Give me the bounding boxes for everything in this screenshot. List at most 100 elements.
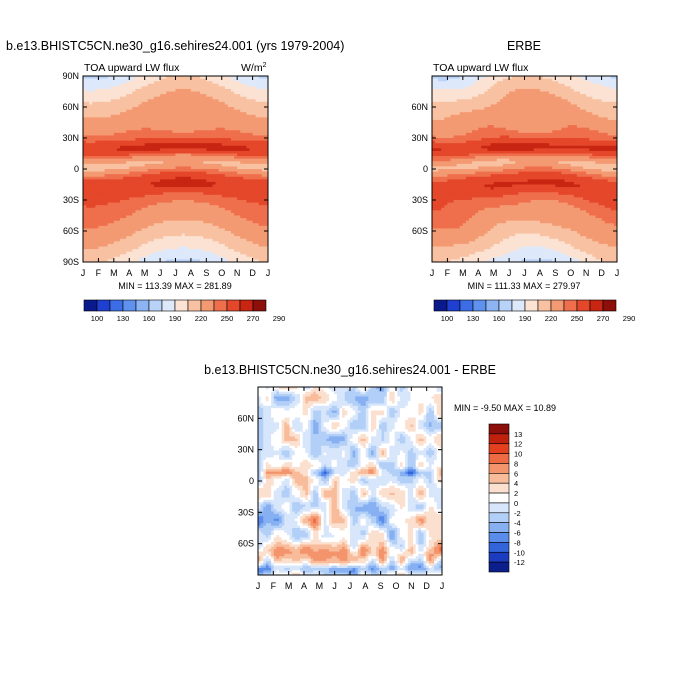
heatmap-cell xyxy=(110,96,115,100)
heatmap-cell xyxy=(237,171,241,175)
heatmap-cell xyxy=(240,197,244,201)
heatmap-cell xyxy=(144,112,149,116)
heatmap-cell xyxy=(92,112,96,116)
heatmap-cell xyxy=(83,174,87,178)
heatmap-cell xyxy=(249,76,253,79)
heatmap-cell xyxy=(160,187,164,191)
heatmap-cell xyxy=(190,76,195,79)
heatmap-cell xyxy=(147,156,152,160)
heatmap-cell xyxy=(135,225,139,229)
colorbar-box xyxy=(135,299,150,312)
heatmap-cell xyxy=(144,119,149,123)
heatmap-cell xyxy=(249,251,253,255)
heatmap-cell xyxy=(98,256,102,260)
heatmap-cell xyxy=(224,101,229,105)
heatmap-cell xyxy=(147,181,152,185)
heatmap-cell xyxy=(172,233,176,237)
heatmap-cell xyxy=(153,210,158,214)
heatmap-cell xyxy=(438,99,442,103)
heatmap-cell xyxy=(107,254,112,258)
heatmap-cell xyxy=(172,101,176,105)
heatmap-cell xyxy=(178,231,183,234)
heatmap-cell xyxy=(255,254,260,258)
heatmap-cell xyxy=(120,127,124,131)
heatmap-cell xyxy=(123,223,127,227)
heatmap-cell xyxy=(132,215,136,219)
heatmap-cell xyxy=(447,179,451,183)
heatmap-cell xyxy=(101,143,105,147)
heatmap-cell xyxy=(141,218,146,222)
heatmap-cell xyxy=(246,220,250,224)
heatmap-cell xyxy=(144,241,149,245)
heatmap-cell xyxy=(252,184,257,188)
heatmap-cell xyxy=(184,218,189,222)
heatmap-cell xyxy=(252,148,257,152)
heatmap-cell xyxy=(181,246,186,250)
heatmap-cell xyxy=(144,78,149,82)
heatmap-cell xyxy=(83,192,87,196)
heatmap-cell xyxy=(190,156,195,160)
heatmap-cell xyxy=(206,238,210,242)
heatmap-cell xyxy=(92,179,96,183)
heatmap-cell xyxy=(441,215,445,219)
colorbar-label: 100 xyxy=(91,314,104,323)
heatmap-cell xyxy=(86,236,90,240)
heatmap-cell xyxy=(231,166,235,170)
heatmap-cell xyxy=(441,127,445,131)
heatmap-cell xyxy=(261,130,266,134)
heatmap-cell xyxy=(435,94,439,98)
heatmap-cell xyxy=(178,207,183,211)
heatmap-cell xyxy=(444,223,448,227)
heatmap-cell xyxy=(206,233,210,237)
heatmap-cell xyxy=(221,94,226,98)
heatmap-cell xyxy=(153,122,158,126)
heatmap-cell xyxy=(438,212,442,216)
heatmap-cell xyxy=(86,238,90,242)
heatmap-cell xyxy=(184,205,189,209)
heatmap-cell xyxy=(209,179,213,183)
heatmap-cell xyxy=(435,187,439,191)
heatmap-cell xyxy=(227,194,232,198)
heatmap-cell xyxy=(113,192,118,196)
heatmap-cell xyxy=(453,223,458,227)
heatmap-cell xyxy=(135,109,139,113)
heatmap-cell xyxy=(224,176,229,180)
heatmap-cell xyxy=(86,181,90,185)
heatmap-cell xyxy=(138,132,142,136)
heatmap-cell xyxy=(258,86,263,90)
heatmap-cell xyxy=(197,81,201,85)
heatmap-cell xyxy=(197,127,201,131)
heatmap-cell xyxy=(144,86,149,90)
heatmap-cell xyxy=(107,135,112,139)
heatmap-cell xyxy=(120,246,124,250)
heatmap-cell xyxy=(166,212,170,216)
heatmap-cell xyxy=(243,231,247,234)
heatmap-cell xyxy=(135,156,139,160)
heatmap-cell xyxy=(221,231,226,234)
heatmap-cell xyxy=(438,163,442,167)
heatmap-cell xyxy=(237,138,241,141)
heatmap-cell xyxy=(169,169,173,172)
heatmap-cell xyxy=(234,176,238,180)
heatmap-cell xyxy=(184,76,189,79)
heatmap-cell xyxy=(92,158,96,162)
heatmap-cell xyxy=(215,158,220,162)
heatmap-cell xyxy=(438,251,442,255)
heatmap-cell xyxy=(157,207,161,211)
heatmap-cell xyxy=(184,119,189,123)
heatmap-cell xyxy=(116,78,121,82)
heatmap-cell xyxy=(197,91,201,95)
heatmap-cell xyxy=(150,107,155,110)
heatmap-cell xyxy=(261,114,266,118)
heatmap-cell xyxy=(178,88,183,92)
heatmap-cell xyxy=(89,83,93,87)
heatmap-cell xyxy=(123,194,127,198)
heatmap-cell xyxy=(200,112,204,116)
heatmap-cell xyxy=(132,109,136,113)
heatmap-cell xyxy=(215,101,220,105)
heatmap-cell xyxy=(153,243,158,247)
heatmap-cell xyxy=(227,145,232,149)
y-tick-label: 60S xyxy=(63,226,79,236)
heatmap-cell xyxy=(120,166,124,170)
heatmap-cell xyxy=(450,132,454,136)
